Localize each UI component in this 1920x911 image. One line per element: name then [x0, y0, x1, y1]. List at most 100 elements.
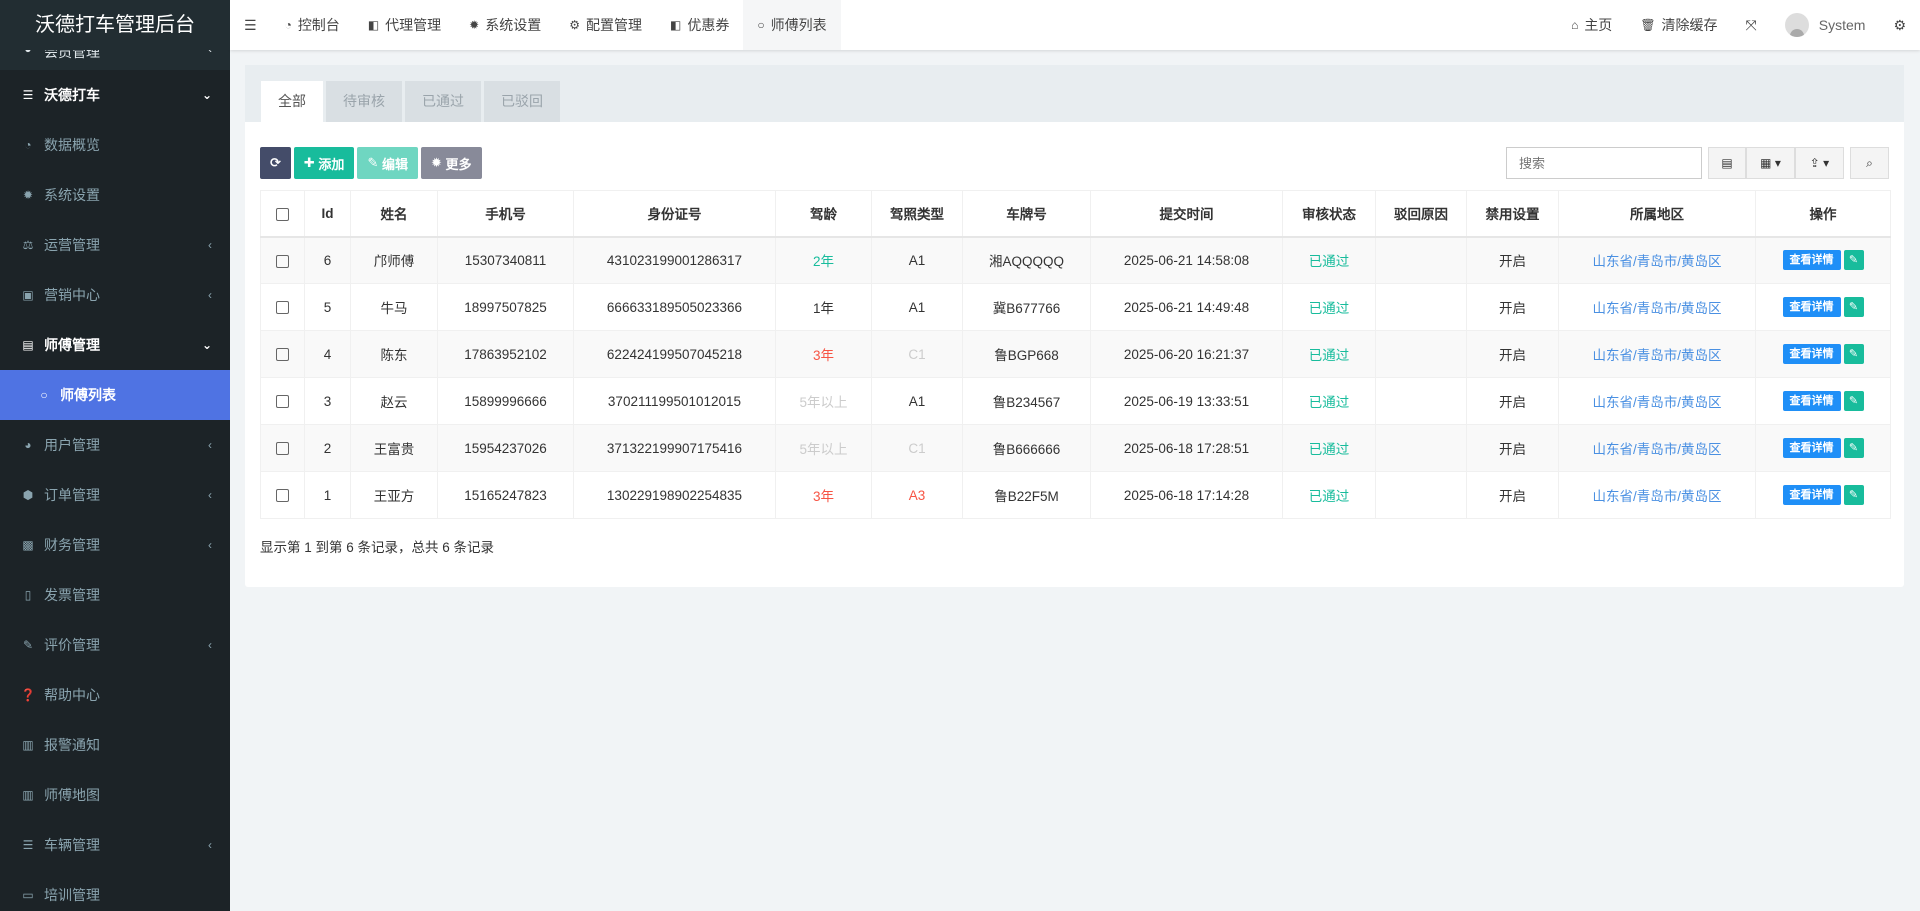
nav-tab[interactable]: ◔ 控制台	[271, 0, 354, 50]
edit-row-button[interactable]: ✎	[1843, 297, 1864, 317]
sidebar-item-label: 沃德打车	[44, 87, 100, 103]
cell-id: 4	[304, 330, 351, 378]
driver-table: Id 姓名 手机号 身份证号 驾龄 驾照类型 车牌号 提交时间 审核状态 驳回原因 禁用设置 所属地区…	[260, 190, 1891, 519]
user-menu[interactable]: System	[1771, 0, 1880, 50]
checkbox-cell	[260, 424, 305, 472]
cell-region[interactable]: 山东省/青岛市/黄岛区	[1558, 377, 1756, 425]
edit-row-button[interactable]: ✎	[1843, 250, 1864, 271]
balance-icon: ⚖	[22, 238, 34, 252]
checkbox-cell	[260, 236, 305, 284]
nav-tab[interactable]: ○ 师傅列表	[743, 0, 841, 50]
pencil-icon: ✎	[1848, 348, 1859, 360]
select-all-header	[260, 190, 305, 238]
gear-icon: ✹	[430, 155, 446, 170]
cell-phone: 17863952102	[437, 330, 574, 378]
chevron-down-icon: ⌄	[201, 338, 212, 352]
edit-row-button[interactable]: ✎	[1843, 391, 1864, 411]
user-circle-icon: ◕	[24, 438, 32, 452]
cell-status: 已通过	[1282, 330, 1376, 378]
nav-tab[interactable]: ⚙ 配置管理	[555, 0, 656, 50]
nav-tab-label: 代理管理	[385, 17, 442, 33]
sidebar-item[interactable]: ◔ 数据概览	[0, 120, 230, 170]
select-all-checkbox[interactable]	[276, 207, 289, 221]
row-checkbox[interactable]	[276, 489, 289, 503]
sidebar-item[interactable]: ☰ 车辆管理 ‹	[0, 820, 230, 870]
clear-cache-link[interactable]: 🗑 清除缓存	[1640, 17, 1718, 33]
sidebar-item[interactable]: ▩ 财务管理 ‹	[0, 520, 230, 570]
cell-idcard: 431023199001286317	[573, 236, 776, 284]
row-checkbox[interactable]	[276, 254, 289, 268]
nav-tab[interactable]: ✹ 系统设置	[455, 0, 555, 50]
cell-region[interactable]: 山东省/青岛市/黄岛区	[1558, 424, 1756, 472]
edit-row-button[interactable]: ✎	[1843, 485, 1864, 505]
search-input[interactable]	[1506, 147, 1702, 179]
edit-row-button[interactable]: ✎	[1843, 438, 1864, 458]
settings-button[interactable]: ⚙	[1879, 0, 1920, 50]
row-checkbox[interactable]	[276, 442, 289, 456]
menu-toggle-button[interactable]: ☰	[230, 0, 271, 50]
filter-tab[interactable]: 已通过	[405, 81, 481, 122]
sidebar-item[interactable]: ✎ 评价管理 ‹	[0, 620, 230, 670]
export-button[interactable]: ⇪ ▾	[1795, 147, 1844, 179]
sidebar-item[interactable]: ☰ 沃德打车 ⌄	[0, 70, 230, 120]
column-header: 身份证号	[573, 190, 776, 238]
sidebar-item[interactable]: ○ 师傅列表	[0, 370, 230, 420]
edit-button[interactable]: ✎ 编辑	[357, 147, 418, 179]
view-details-button[interactable]: 查看详情	[1782, 391, 1841, 411]
sidebar-item[interactable]: ▭ 培训管理	[0, 870, 230, 911]
advanced-search-button[interactable]: ⌕	[1850, 147, 1889, 179]
view-details-button[interactable]: 查看详情	[1782, 438, 1841, 458]
column-header: 驾照类型	[871, 190, 963, 238]
add-button[interactable]: ✚ 添加	[293, 147, 355, 179]
cell-region[interactable]: 山东省/青岛市/黄岛区	[1558, 236, 1756, 284]
filter-tab[interactable]: 全部	[261, 81, 323, 122]
sidebar-item-label: 营销中心	[44, 287, 100, 303]
pencil-icon: ✎	[1848, 254, 1859, 267]
cell-region[interactable]: 山东省/青岛市/黄岛区	[1558, 283, 1756, 331]
column-header: 所属地区	[1558, 190, 1756, 238]
view-details-button[interactable]: 查看详情	[1782, 297, 1841, 317]
cell-plate: 冀B677766	[962, 283, 1091, 331]
columns-button[interactable]: ▦ ▾	[1746, 147, 1795, 179]
map-icon: ▥	[22, 738, 34, 752]
toggle-view-button[interactable]: ▤	[1708, 147, 1746, 179]
column-header: 禁用设置	[1466, 190, 1559, 238]
home-link[interactable]: ⌂ 主页	[1571, 17, 1613, 33]
filter-tab[interactable]: 已驳回	[484, 81, 560, 122]
chevron-left-icon: ‹	[208, 538, 212, 552]
map-icon: ▥	[22, 788, 34, 802]
sidebar-item[interactable]: ▯ 发票管理	[0, 570, 230, 620]
cell-plate: 鲁BGP668	[962, 330, 1091, 378]
filter-tab[interactable]: 待审核	[326, 81, 402, 122]
refresh-button[interactable]: ⟳	[260, 147, 291, 179]
nav-tab[interactable]: ◧ 代理管理	[354, 0, 455, 50]
view-details-button[interactable]: 查看详情	[1782, 485, 1841, 505]
cell-status: 已通过	[1282, 283, 1376, 331]
sidebar-item[interactable]: ✹ 系统设置	[0, 170, 230, 220]
cell-region[interactable]: 山东省/青岛市/黄岛区	[1558, 471, 1756, 519]
view-details-button[interactable]: 查看详情	[1782, 250, 1841, 271]
nav-tab[interactable]: ◧ 优惠券	[656, 0, 743, 50]
cell-region[interactable]: 山东省/青岛市/黄岛区	[1558, 330, 1756, 378]
fullscreen-button[interactable]: ⤧	[1732, 0, 1771, 50]
sidebar-item[interactable]: ◕ 用户管理 ‹	[0, 420, 230, 470]
view-details-button[interactable]: 查看详情	[1782, 344, 1841, 364]
cell-plate: 鲁B666666	[962, 424, 1091, 472]
sidebar-item[interactable]: ⬢ 订单管理 ‹	[0, 470, 230, 520]
sidebar-item-label: 运营管理	[44, 237, 100, 253]
cell-disable: 开启	[1466, 377, 1559, 425]
sidebar-item[interactable]: ▥ 报警通知	[0, 720, 230, 770]
edit-row-button[interactable]: ✎	[1843, 344, 1864, 364]
cell-name: 王亚方	[350, 471, 438, 519]
sidebar-item[interactable]: ▣ 营销中心 ‹	[0, 270, 230, 320]
sidebar-item[interactable]: ▥ 师傅地图	[0, 770, 230, 820]
row-checkbox[interactable]	[276, 395, 289, 409]
row-checkbox[interactable]	[276, 348, 289, 362]
sidebar-item[interactable]: ⚖ 运营管理 ‹	[0, 220, 230, 270]
gear-icon: ✹	[469, 18, 480, 32]
more-button[interactable]: ✹ 更多	[420, 147, 482, 179]
row-checkbox[interactable]	[276, 301, 289, 315]
question-icon: ❓	[20, 688, 36, 702]
sidebar-item[interactable]: ▤ 师傅管理 ⌄	[0, 320, 230, 370]
sidebar-item[interactable]: ❓ 帮助中心	[0, 670, 230, 720]
